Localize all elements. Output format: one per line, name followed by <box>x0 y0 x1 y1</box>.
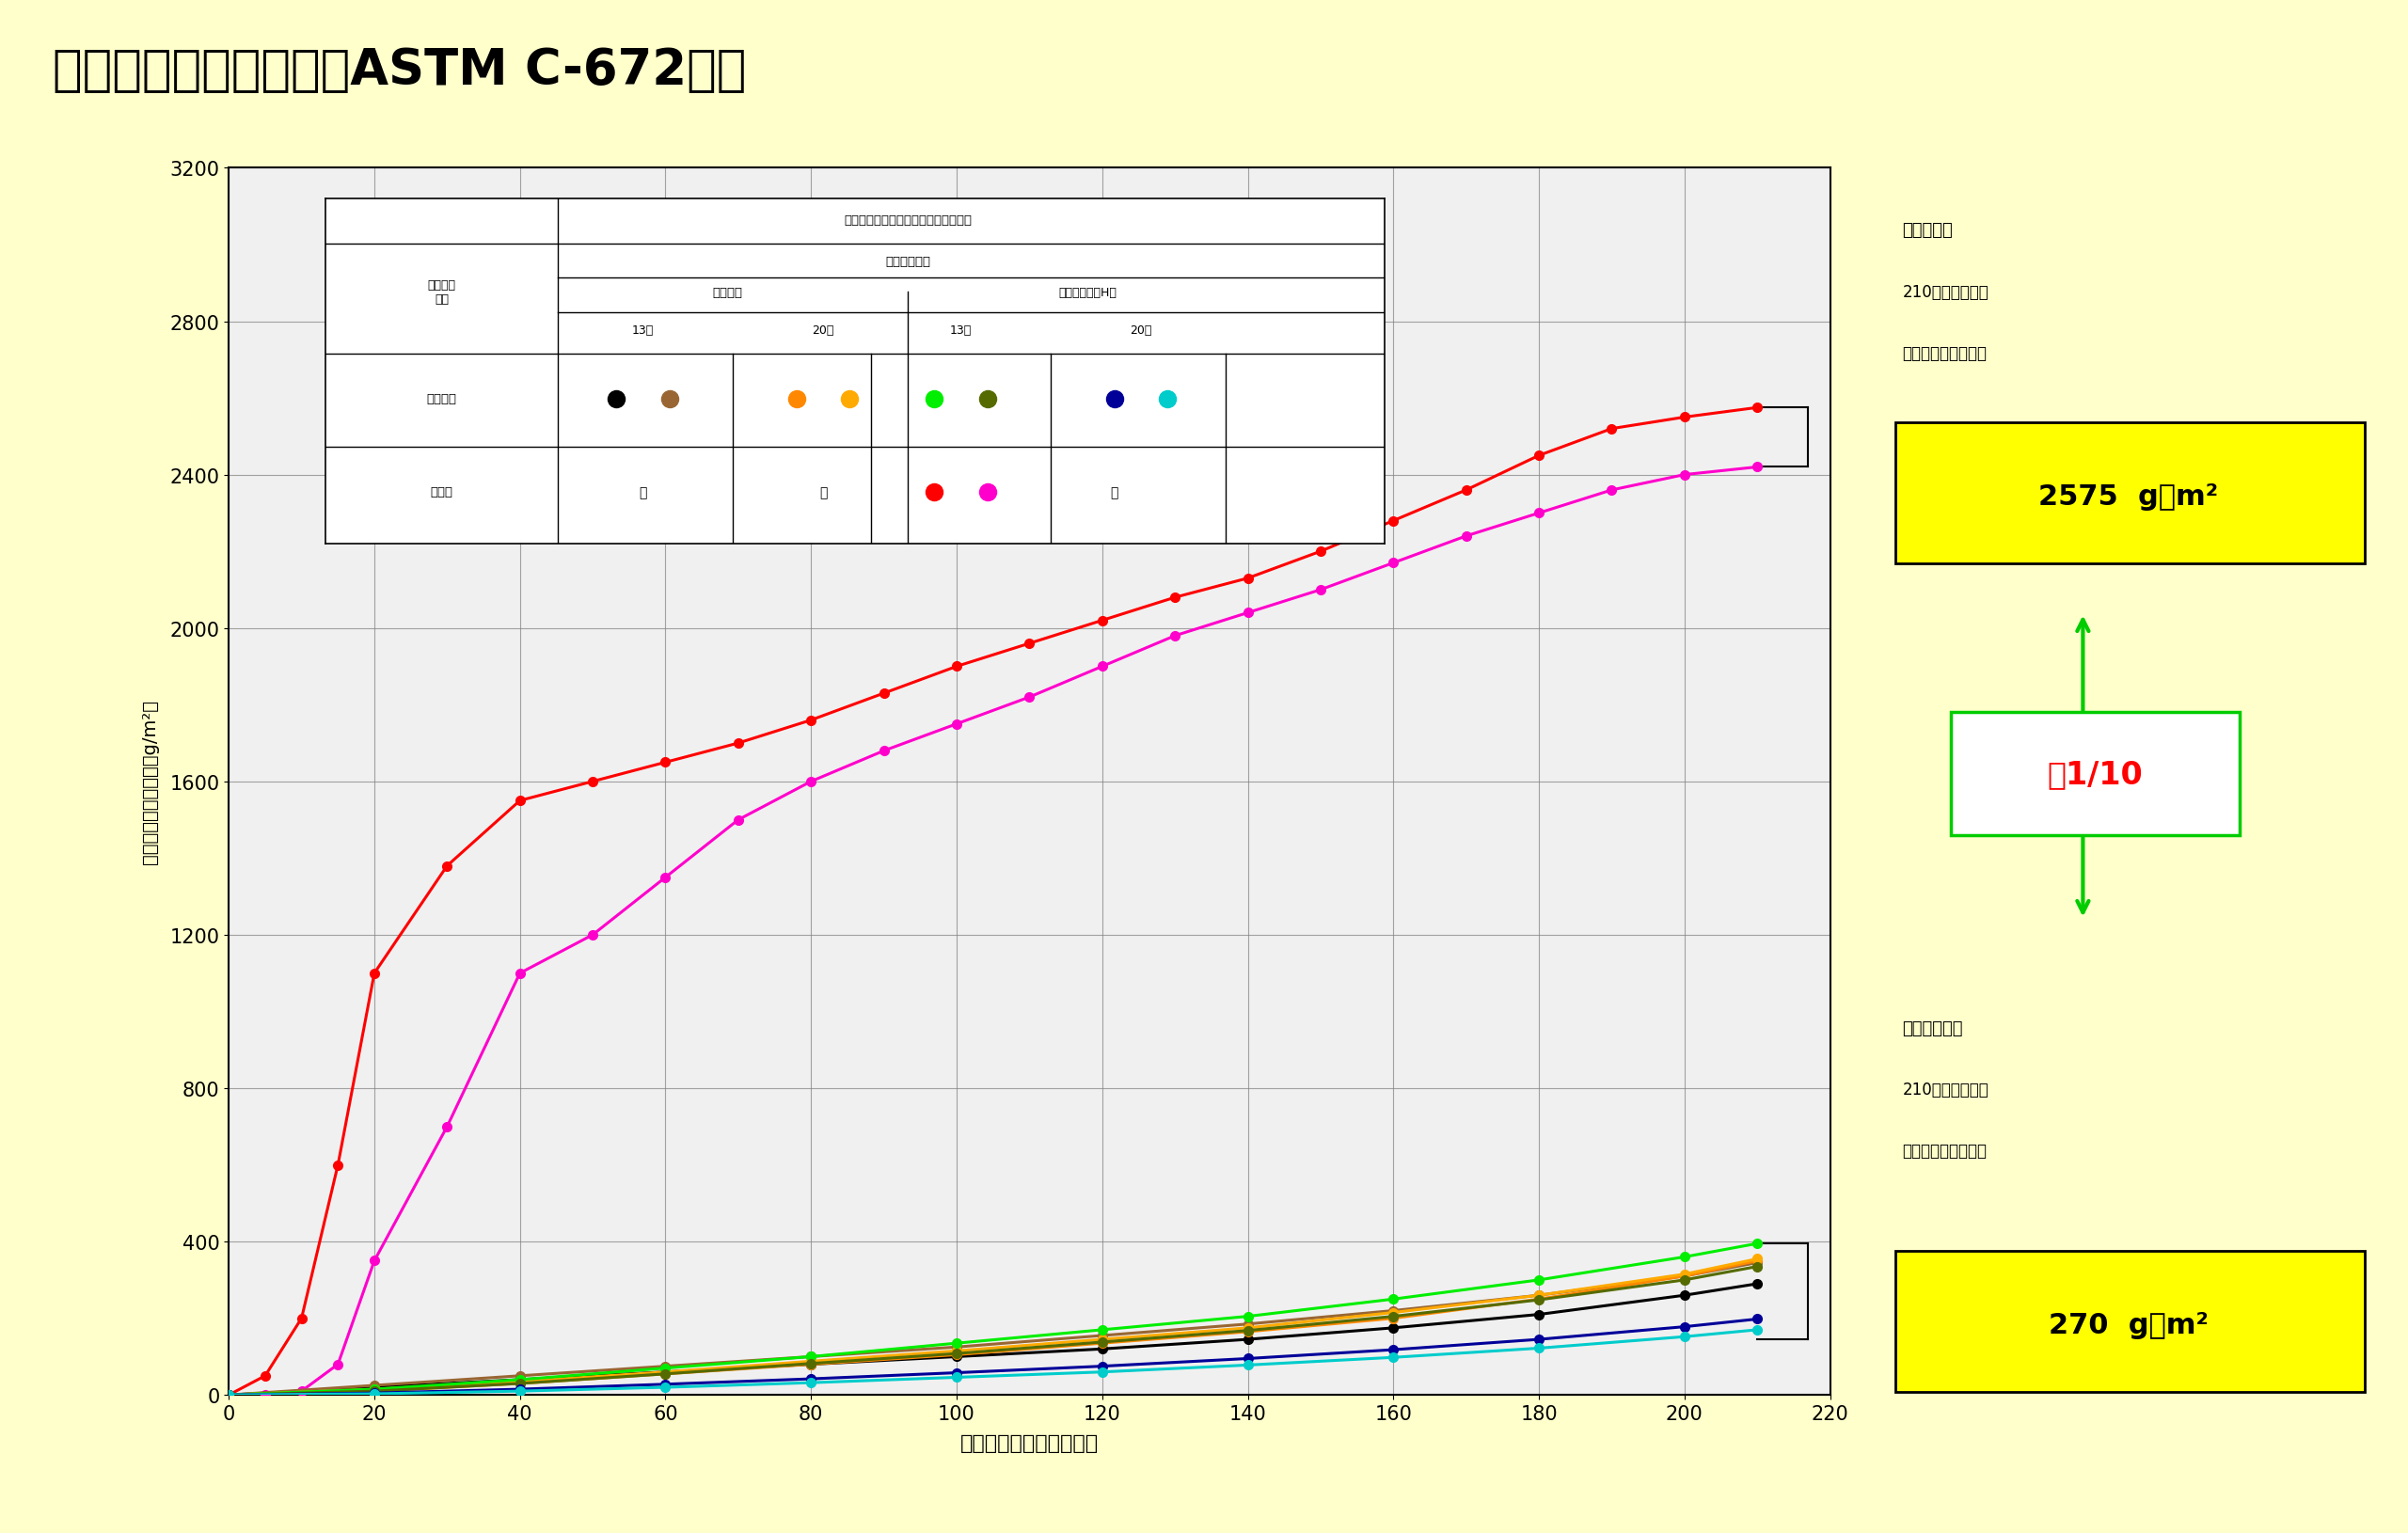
Text: 標準品: 標準品 <box>431 486 453 498</box>
Text: 20㎍: 20㎍ <box>1129 325 1151 336</box>
Text: 約1/10: 約1/10 <box>2047 759 2143 789</box>
Text: 高強度品: 高強度品 <box>426 394 458 405</box>
Text: ポリマー改質H型: ポリマー改質H型 <box>1060 287 1117 299</box>
Text: 2575  g／m²: 2575 g／m² <box>2040 483 2218 510</box>
Text: －: － <box>638 486 648 500</box>
Text: 累積スケーリング量: 累積スケーリング量 <box>1902 1142 1987 1159</box>
X-axis label: 凍結融解サイクル（回）: 凍結融解サイクル（回） <box>961 1433 1098 1452</box>
Text: ストアス: ストアス <box>713 287 742 299</box>
Text: 13㎍: 13㎍ <box>631 325 655 336</box>
Text: 【高強度品】: 【高強度品】 <box>1902 1019 1963 1036</box>
Text: 【標準品】: 【標準品】 <box>1902 222 1953 239</box>
Y-axis label: 累積スケーリング量（g/m²）: 累積スケーリング量（g/m²） <box>142 699 159 865</box>
Text: 270  g／m²: 270 g／m² <box>2049 1311 2208 1338</box>
Text: 浸透用ミ
ルク: 浸透用ミ ルク <box>429 279 455 305</box>
Text: スケーリング試験の供試体種類と記号: スケーリング試験の供試体種類と記号 <box>843 215 973 225</box>
Text: 母体アスコン: 母体アスコン <box>886 256 929 267</box>
Text: －: － <box>1110 486 1117 500</box>
Text: 210サイクル後の: 210サイクル後の <box>1902 1081 1989 1098</box>
Text: ・凍結融解試験結果（ASTM C-672法）: ・凍結融解試験結果（ASTM C-672法） <box>53 46 746 95</box>
Text: 20㎍: 20㎍ <box>811 325 833 336</box>
Text: 210サイクル後の: 210サイクル後の <box>1902 284 1989 300</box>
Text: 13㎍: 13㎍ <box>949 325 973 336</box>
Text: －: － <box>819 486 826 500</box>
Text: 累積スケーリング量: 累積スケーリング量 <box>1902 345 1987 362</box>
